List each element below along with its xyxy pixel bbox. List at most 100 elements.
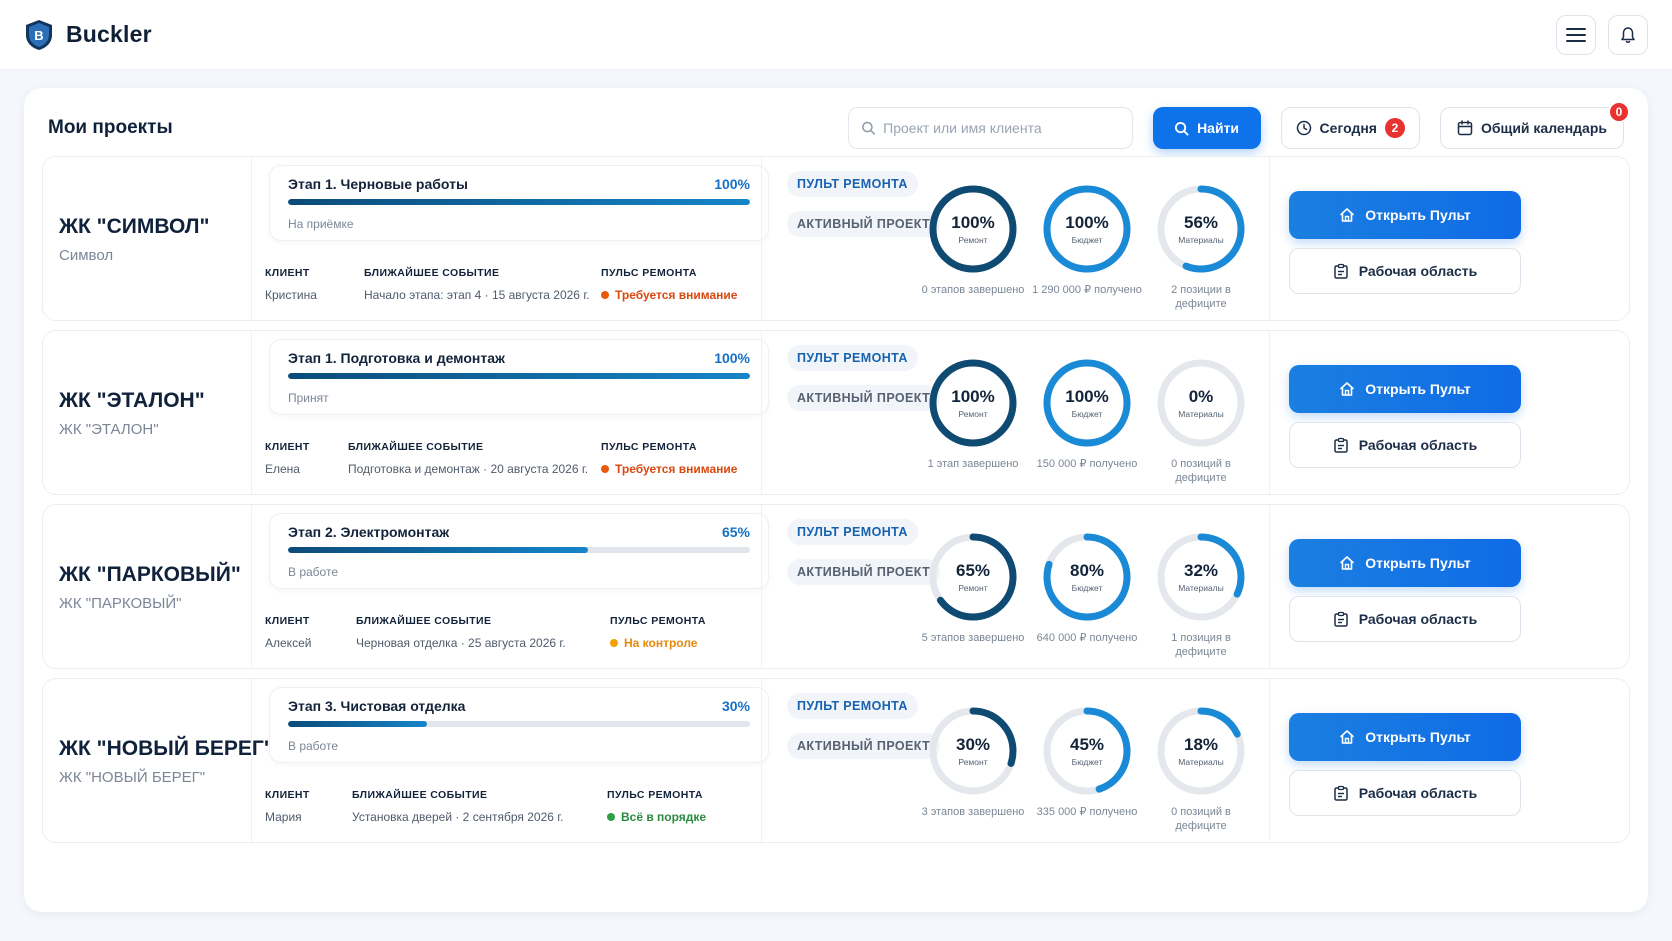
project-subtitle: ЖК "НОВЫЙ БЕРЕГ"	[59, 769, 206, 786]
next-event-label: БЛИЖАЙШЕЕ СОБЫТИЕ	[352, 789, 488, 801]
remont-panel-chip[interactable]: ПУЛЬТ РЕМОНТА	[787, 693, 918, 719]
today-button-label: Сегодня	[1319, 120, 1377, 136]
repair-progress-ring: 100% Ремонт 1 этап завершено	[917, 357, 1029, 471]
stage-title: Этап 3. Чистовая отделка	[288, 698, 466, 714]
stage-percent: 100%	[714, 350, 750, 366]
home-icon	[1340, 730, 1355, 744]
repair-percent: 100%	[951, 387, 995, 406]
column-divider	[1269, 157, 1270, 320]
stage-percent: 100%	[714, 176, 750, 192]
materials-ring-center: 56% Материалы	[1155, 183, 1247, 275]
calendar-icon	[1457, 120, 1473, 136]
budget-caption: 150 000 ₽ получено	[1036, 458, 1138, 470]
home-icon	[1340, 382, 1355, 396]
pulse-status-text: Всё в порядке	[621, 810, 707, 824]
materials-ring-center: 18% Материалы	[1155, 705, 1247, 797]
active-project-chip: АКТИВНЫЙ ПРОЕКТ	[787, 733, 941, 759]
remont-panel-chip[interactable]: ПУЛЬТ РЕМОНТА	[787, 345, 918, 371]
search-field[interactable]	[847, 107, 1133, 149]
next-event-value: Начало этапа: этап 4 · 15 августа 2026 г…	[364, 288, 590, 302]
client-label: КЛИЕНТ	[265, 267, 310, 279]
materials-ring-chart	[1157, 707, 1245, 795]
client-label: КЛИЕНТ	[265, 615, 310, 627]
client-block: КЛИЕНТ Кристина	[265, 267, 317, 302]
home-icon	[1340, 208, 1355, 222]
budget-progress-ring: 45% Бюджет 335 000 ₽ получено	[1031, 705, 1143, 819]
search-icon	[1175, 121, 1189, 136]
pulse-status: Требуется внимание	[601, 462, 737, 476]
remont-panel-chip[interactable]: ПУЛЬТ РЕМОНТА	[787, 519, 918, 545]
stage-percent: 65%	[721, 524, 750, 540]
materials-percent: 32%	[1183, 561, 1219, 580]
pulse-label: ПУЛЬС РЕМОНТА	[601, 441, 697, 453]
materials-ring-arc	[1157, 707, 1245, 795]
page-title: Мои проекты	[48, 117, 173, 138]
next-event-value: Подготовка и демонтаж · 20 августа 2026 …	[348, 462, 589, 476]
repair-ring-center: 100% Ремонт	[927, 183, 1019, 275]
materials-label: Материалы	[1178, 583, 1224, 593]
repair-ring-chart	[929, 359, 1017, 447]
open-panel-button[interactable]: Открыть Пульт	[1289, 191, 1521, 239]
open-panel-label: Открыть Пульт	[1365, 207, 1471, 223]
clipboard-icon	[1333, 611, 1348, 627]
clipboard-icon	[1333, 263, 1348, 279]
budget-caption: 640 000 ₽ получено	[1036, 632, 1138, 644]
shield-logo-icon: B	[26, 19, 52, 50]
workspace-button[interactable]: Рабочая область	[1289, 422, 1521, 468]
calendar-count-badge: 0	[1608, 101, 1630, 123]
repair-ring-arc	[929, 185, 1017, 273]
svg-text:B: B	[34, 28, 43, 43]
column-divider	[251, 505, 252, 668]
repair-caption: 1 этап завершено	[927, 458, 1019, 470]
find-button-label: Найти	[1197, 120, 1240, 136]
workspace-button[interactable]: Рабочая область	[1289, 248, 1521, 294]
workspace-label: Рабочая область	[1358, 437, 1478, 453]
materials-percent: 0%	[1188, 387, 1214, 406]
stage-progress-box: Этап 1. Черновые работы 100% На приёмке	[269, 165, 769, 241]
repair-progress-ring: 65% Ремонт 5 этапов завершено	[917, 531, 1029, 645]
project-subtitle: Символ	[59, 247, 114, 264]
materials-progress-ring: 56% Материалы 2 позиции в дефиците	[1145, 183, 1257, 311]
remont-panel-chip[interactable]: ПУЛЬТ РЕМОНТА	[787, 171, 918, 197]
column-divider	[251, 157, 252, 320]
today-count-badge: 2	[1384, 118, 1405, 138]
stage-status: На приёмке	[288, 217, 354, 231]
next-event-block: БЛИЖАЙШЕЕ СОБЫТИЕ Установка дверей · 2 с…	[352, 789, 564, 824]
open-panel-button[interactable]: Открыть Пульт	[1289, 539, 1521, 587]
calendar-button[interactable]: Общий календарь 0	[1439, 101, 1630, 149]
menu-icon	[1566, 27, 1586, 42]
workspace-button[interactable]: Рабочая область	[1289, 596, 1521, 642]
menu-button[interactable]	[1556, 14, 1596, 55]
repair-ring-arc	[929, 359, 1017, 447]
client-label: КЛИЕНТ	[265, 789, 310, 801]
stage-percent: 30%	[721, 698, 750, 714]
status-dot-icon	[601, 465, 609, 473]
repair-progress-ring: 100% Ремонт 0 этапов завершено	[917, 183, 1029, 297]
workspace-label: Рабочая область	[1358, 785, 1478, 801]
project-card-4: ЖК "НОВЫЙ БЕРЕГ" ЖК "НОВЫЙ БЕРЕГ" Этап 3…	[42, 678, 1630, 843]
today-button[interactable]: Сегодня 2	[1280, 107, 1420, 149]
workspace-button[interactable]: Рабочая область	[1289, 770, 1521, 816]
repair-label: Ремонт	[958, 583, 988, 593]
notifications-button[interactable]	[1608, 14, 1648, 55]
project-subtitle: ЖК "ЭТАЛОН"	[59, 421, 159, 438]
materials-label: Материалы	[1178, 757, 1224, 767]
stage-progress-fill	[288, 199, 750, 205]
pulse-status-text: Требуется внимание	[615, 288, 738, 302]
app-name: Buckler	[66, 21, 152, 47]
search-input[interactable]	[883, 120, 1120, 136]
stage-progress-box: Этап 1. Подготовка и демонтаж 100% Приня…	[269, 339, 769, 415]
projects-panel: Мои проекты Найти Сегодня 2	[24, 88, 1648, 912]
open-panel-button[interactable]: Открыть Пульт	[1289, 713, 1521, 761]
materials-ring-track	[1157, 359, 1245, 447]
open-panel-button[interactable]: Открыть Пульт	[1289, 365, 1521, 413]
budget-ring-arc	[1043, 707, 1131, 795]
stage-progress-bar	[288, 199, 750, 205]
brand[interactable]: B Buckler	[24, 19, 152, 51]
pulse-block: ПУЛЬС РЕМОНТА Требуется внимание	[601, 267, 737, 302]
pulse-block: ПУЛЬС РЕМОНТА Требуется внимание	[601, 441, 737, 476]
find-button[interactable]: Найти	[1152, 107, 1261, 149]
status-dot-icon	[610, 639, 618, 647]
project-name: ЖК "ЭТАЛОН"	[59, 389, 205, 412]
active-project-chip: АКТИВНЫЙ ПРОЕКТ	[787, 211, 941, 237]
